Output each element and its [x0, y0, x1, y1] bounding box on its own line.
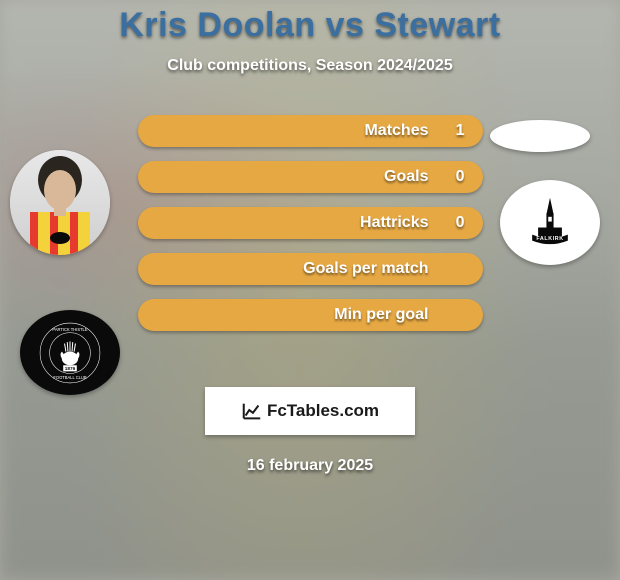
stat-value-left: 0: [456, 168, 465, 186]
branding-badge: FcTables.com: [205, 387, 415, 435]
club-right-crest: FALKIRK: [500, 180, 600, 265]
club-left-year: 1876: [65, 366, 76, 372]
stat-label: Min per goal: [334, 306, 428, 324]
stat-bar-left: Goals 0: [138, 161, 483, 193]
stat-bar-left: Min per goal: [138, 299, 483, 331]
player-right-avatar: [490, 120, 590, 152]
branding-text: FcTables.com: [241, 400, 379, 422]
stat-bar-left: Goals per match: [138, 253, 483, 285]
chart-icon: [241, 400, 263, 422]
stat-label: Goals per match: [303, 260, 428, 278]
branding-label: FcTables.com: [267, 401, 379, 421]
page-title: Kris Doolan vs Stewart: [119, 6, 500, 45]
club-left-crest: PARTICK THISTLE FOOTBALL CLUB 1876: [20, 310, 120, 395]
svg-text:FOOTBALL CLUB: FOOTBALL CLUB: [53, 374, 86, 379]
content-container: Kris Doolan vs Stewart Club competitions…: [0, 0, 620, 580]
club-right-label: FALKIRK: [536, 236, 563, 242]
stat-value-left: 1: [456, 122, 465, 140]
stat-bar-left: Hattricks 0: [138, 207, 483, 239]
subtitle: Club competitions, Season 2024/2025: [167, 57, 452, 75]
player-left-avatar: [10, 150, 110, 255]
stat-label: Goals: [384, 168, 428, 186]
svg-text:PARTICK THISTLE: PARTICK THISTLE: [52, 327, 87, 332]
stat-label: Matches: [364, 122, 428, 140]
date-label: 16 february 2025: [247, 457, 373, 475]
stat-bar-left: Matches 1: [138, 115, 483, 147]
stat-label: Hattricks: [360, 214, 428, 232]
stat-value-left: 0: [456, 214, 465, 232]
